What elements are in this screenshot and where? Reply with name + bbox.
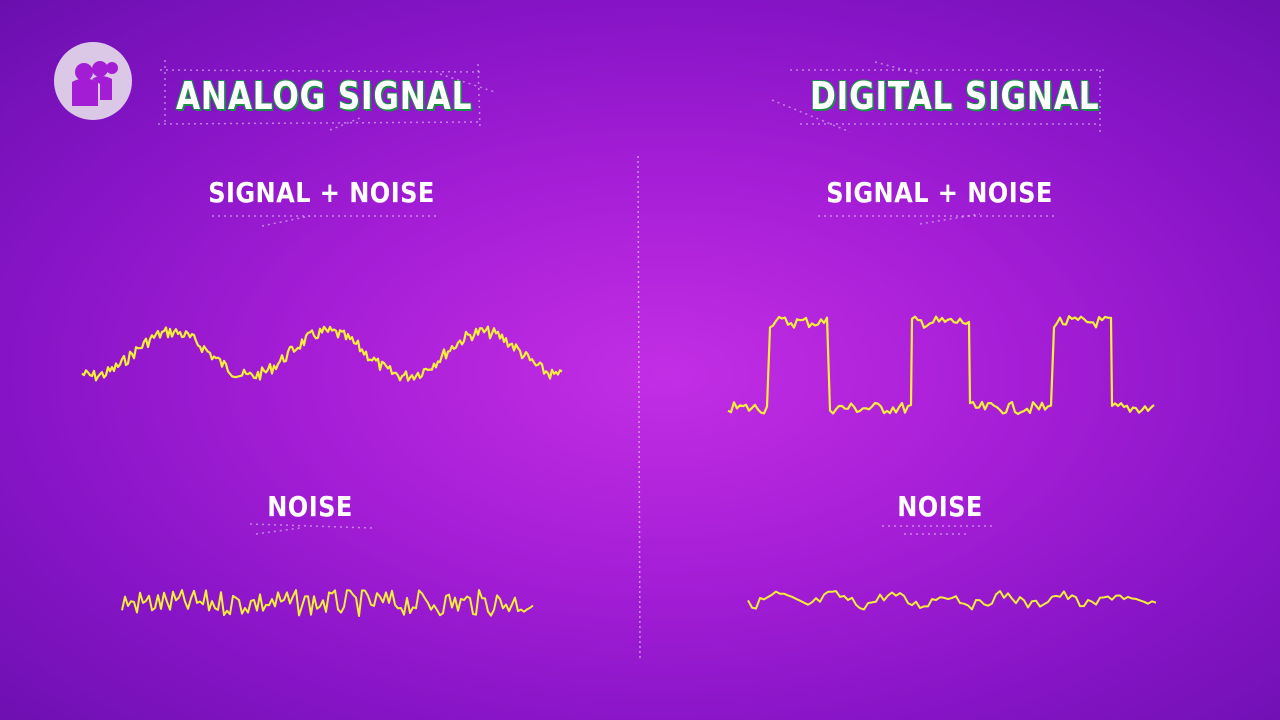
analog-noise-underline <box>249 523 373 529</box>
digital-signal-noise-label: SIGNAL + NOISE <box>826 176 1053 209</box>
analog-signal-noise-wave <box>81 325 563 382</box>
analog-title-scribble-2 <box>439 73 496 93</box>
analog-title: ANALOG SIGNAL <box>176 74 473 118</box>
digital-noise-label: NOISE <box>897 490 983 523</box>
digital-title: DIGITAL SIGNAL <box>810 74 1100 118</box>
digital-signal-noise-wave <box>727 315 1155 415</box>
center-divider <box>637 155 641 661</box>
analog-noise-scribble <box>255 527 301 535</box>
digital-noise-wave <box>747 590 1157 611</box>
digital-title-scribble-2 <box>874 61 921 75</box>
pbs-logo-icon <box>54 42 132 120</box>
analog-noise-label: NOISE <box>267 490 353 523</box>
analog-signal-noise-scribble <box>261 215 311 227</box>
digital-signal-noise-scribble <box>919 213 981 225</box>
analog-noise-wave <box>121 589 534 617</box>
digital-title-scribble <box>771 99 851 133</box>
analog-signal-noise-label: SIGNAL + NOISE <box>208 176 435 209</box>
